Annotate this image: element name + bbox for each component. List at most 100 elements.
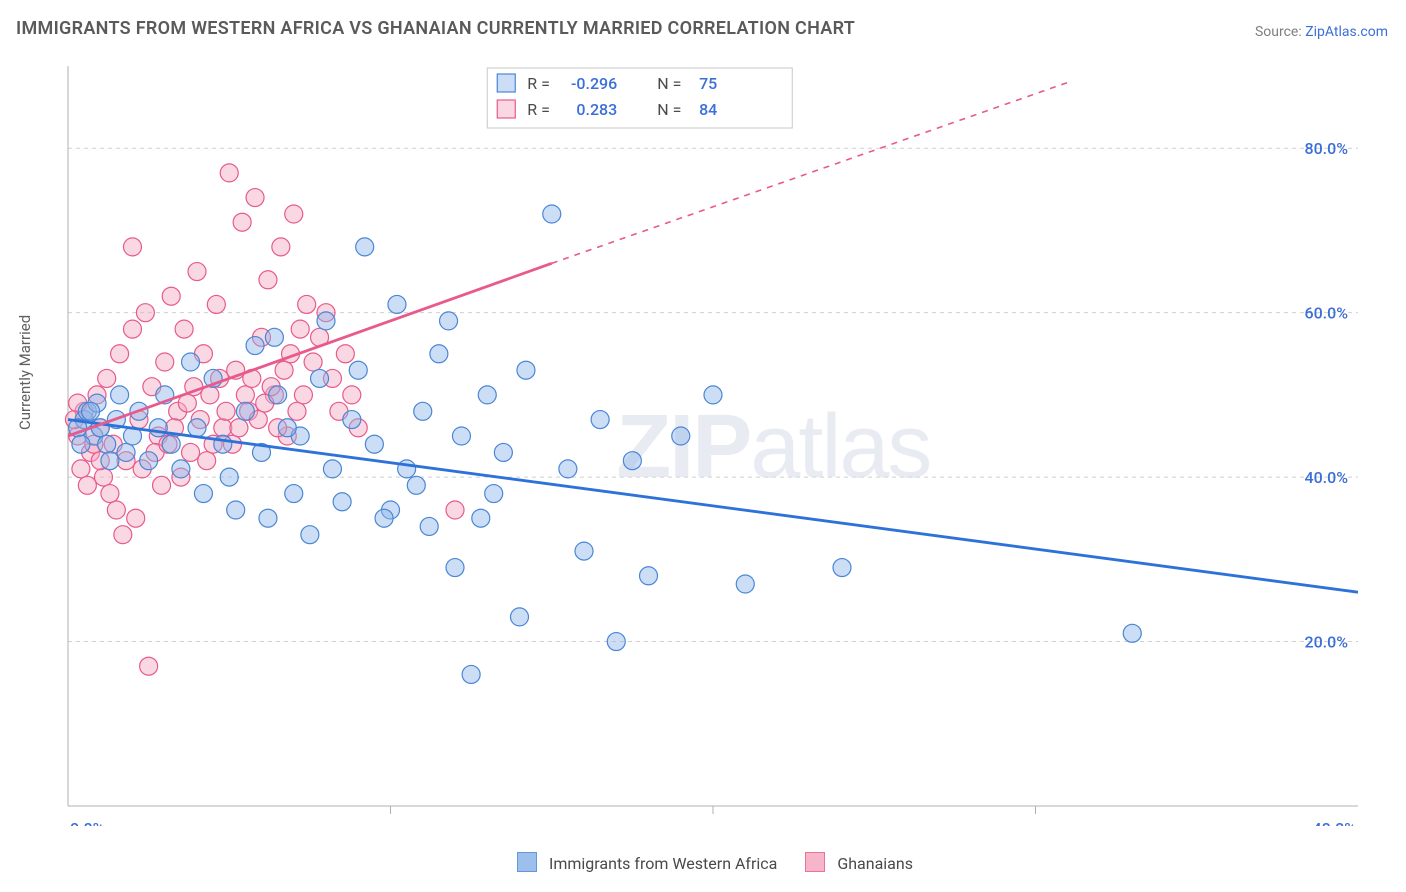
- data-point-blue: [278, 419, 296, 437]
- stats-legend-r-label: R =: [527, 74, 550, 93]
- data-point-blue: [182, 353, 200, 371]
- data-point-blue: [220, 468, 238, 486]
- data-point-blue: [452, 427, 470, 445]
- data-point-pink: [275, 361, 293, 379]
- data-point-pink: [217, 402, 235, 420]
- data-point-blue: [259, 509, 277, 527]
- data-point-blue: [301, 526, 319, 544]
- data-point-pink: [107, 501, 125, 519]
- data-point-blue: [111, 386, 129, 404]
- data-point-blue: [72, 435, 90, 453]
- legend-label-pink: Ghanaians: [837, 854, 913, 873]
- correlation-chart: 20.0%40.0%60.0%80.0%ZIPatlas0.0%40.0%R =…: [48, 56, 1358, 826]
- legend-swatch-pink: [805, 852, 825, 872]
- data-point-blue: [323, 460, 341, 478]
- stats-legend-swatch: [497, 100, 515, 118]
- data-point-pink: [127, 509, 145, 527]
- x-tick-label: 40.0%: [1312, 819, 1356, 826]
- source-prefix: Source:: [1255, 24, 1305, 40]
- data-point-blue: [472, 509, 490, 527]
- data-point-pink: [214, 419, 232, 437]
- data-point-pink: [162, 287, 180, 305]
- stats-legend-r-value: -0.296: [571, 74, 617, 93]
- data-point-blue: [420, 517, 438, 535]
- stats-legend-r-value: 0.283: [576, 100, 617, 119]
- data-point-pink: [246, 189, 264, 207]
- data-point-pink: [272, 238, 290, 256]
- data-point-pink: [72, 460, 90, 478]
- y-tick-label: 20.0%: [1304, 633, 1348, 652]
- data-point-pink: [111, 345, 129, 363]
- data-point-pink: [285, 205, 303, 223]
- data-point-blue: [623, 452, 641, 470]
- data-point-blue: [511, 608, 529, 626]
- data-point-blue: [494, 443, 512, 461]
- data-point-blue: [265, 328, 283, 346]
- data-point-pink: [236, 386, 254, 404]
- data-point-blue: [559, 460, 577, 478]
- y-tick-label: 60.0%: [1304, 304, 1348, 323]
- stats-legend-n-label: N =: [657, 100, 681, 119]
- legend-swatch-blue: [517, 852, 537, 872]
- data-point-blue: [343, 411, 361, 429]
- bottom-legend: Immigrants from Western Africa Ghanaians: [0, 852, 1406, 873]
- data-point-blue: [246, 337, 264, 355]
- data-point-blue: [440, 312, 458, 330]
- data-point-pink: [188, 263, 206, 281]
- data-point-pink: [101, 485, 119, 503]
- data-point-blue: [349, 361, 367, 379]
- data-point-pink: [233, 213, 251, 231]
- data-point-pink: [294, 386, 312, 404]
- data-point-blue: [1123, 624, 1141, 642]
- data-point-blue: [333, 493, 351, 511]
- data-point-blue: [430, 345, 448, 363]
- data-point-pink: [136, 304, 154, 322]
- data-point-blue: [162, 435, 180, 453]
- y-tick-label: 80.0%: [1304, 139, 1348, 158]
- source-link[interactable]: ZipAtlas.com: [1305, 24, 1388, 40]
- data-point-pink: [140, 657, 158, 675]
- data-point-pink: [304, 353, 322, 371]
- data-point-blue: [356, 238, 374, 256]
- data-point-blue: [607, 633, 625, 651]
- watermark: ZIPatlas: [616, 397, 930, 497]
- data-point-blue: [365, 435, 383, 453]
- data-point-pink: [114, 526, 132, 544]
- data-point-pink: [182, 443, 200, 461]
- data-point-blue: [398, 460, 416, 478]
- data-point-blue: [575, 542, 593, 560]
- data-point-pink: [343, 386, 361, 404]
- data-point-blue: [704, 386, 722, 404]
- x-tick-label: 0.0%: [70, 819, 105, 826]
- data-point-pink: [156, 353, 174, 371]
- trend-line-pink: [68, 263, 552, 436]
- data-point-pink: [153, 476, 171, 494]
- data-point-pink: [220, 164, 238, 182]
- data-point-blue: [375, 509, 393, 527]
- data-point-pink: [230, 419, 248, 437]
- data-point-pink: [207, 295, 225, 313]
- data-point-pink: [98, 369, 116, 387]
- legend-label-blue: Immigrants from Western Africa: [549, 854, 777, 873]
- data-point-pink: [175, 320, 193, 338]
- data-point-blue: [214, 435, 232, 453]
- source-attribution: Source: ZipAtlas.com: [1255, 24, 1388, 40]
- data-point-blue: [236, 402, 254, 420]
- data-point-blue: [149, 419, 167, 437]
- data-point-blue: [591, 411, 609, 429]
- data-point-blue: [833, 559, 851, 577]
- data-point-pink: [259, 271, 277, 289]
- data-point-blue: [478, 386, 496, 404]
- data-point-blue: [407, 476, 425, 494]
- stats-legend-swatch: [497, 74, 515, 92]
- y-axis-label: Currently Married: [16, 315, 34, 430]
- data-point-blue: [227, 501, 245, 519]
- data-point-blue: [194, 485, 212, 503]
- stats-legend-n-label: N =: [657, 74, 681, 93]
- stats-legend-r-label: R =: [527, 100, 550, 119]
- data-point-pink: [446, 501, 464, 519]
- data-point-pink: [336, 345, 354, 363]
- data-point-blue: [485, 485, 503, 503]
- data-point-blue: [172, 460, 190, 478]
- data-point-blue: [98, 435, 116, 453]
